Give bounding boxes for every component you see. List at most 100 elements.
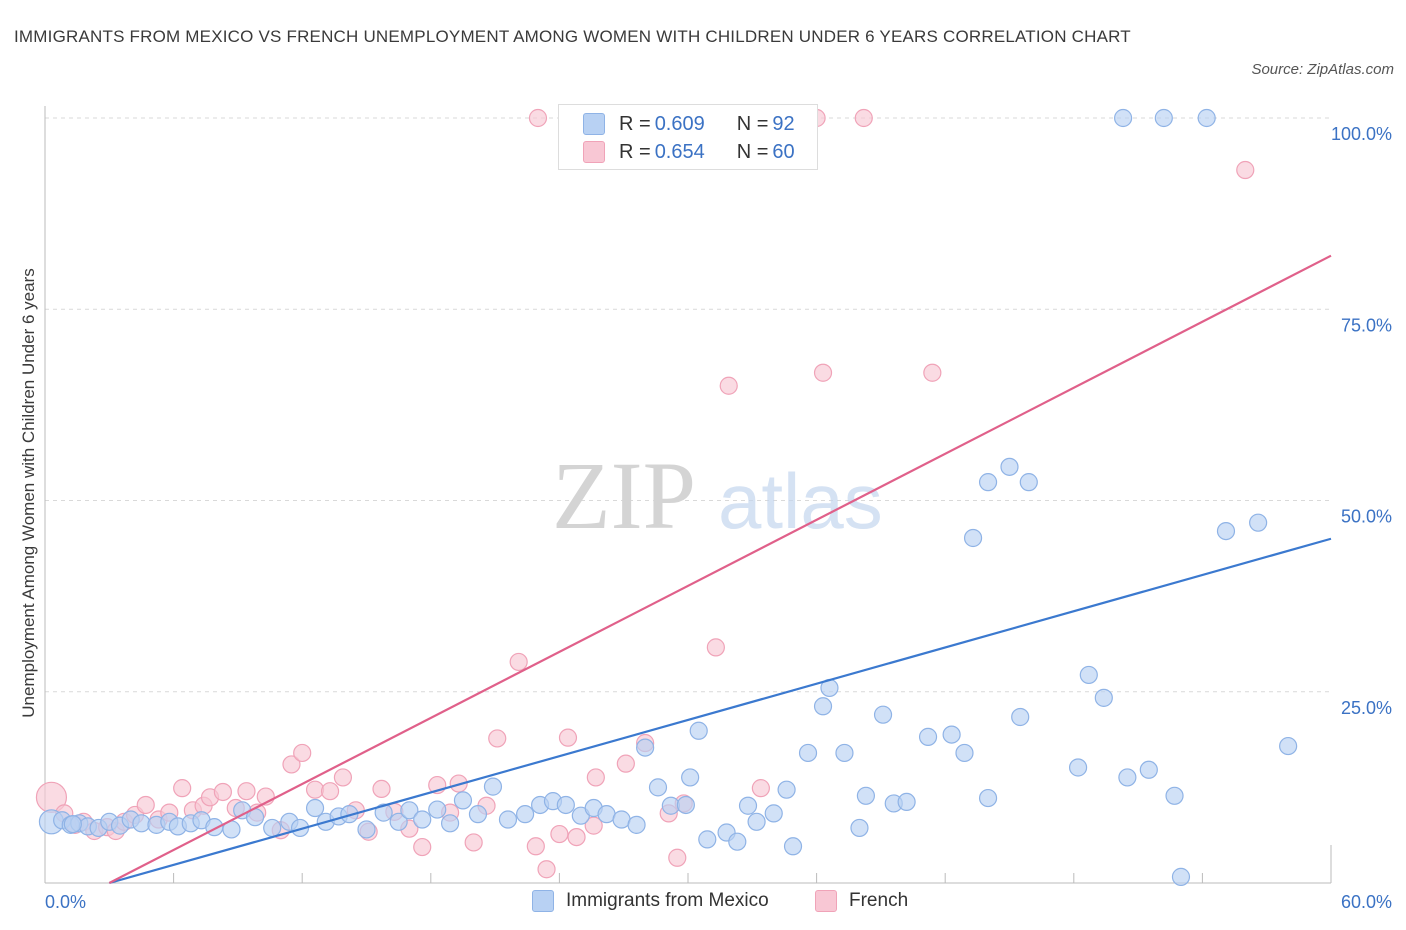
- mexico-point: [556, 795, 575, 815]
- mexico-point: [942, 725, 961, 744]
- bottom-legend-french: French: [815, 888, 908, 914]
- axis-layer: 25.0% 50.0% 75.0% 100.0% 0.0% 60.0%: [44, 106, 1392, 912]
- y-tick-label: 75.0%: [1341, 315, 1392, 335]
- mexico-point: [516, 805, 535, 824]
- mexico-point: [63, 814, 82, 834]
- french-point: [558, 728, 578, 747]
- mexico-point: [747, 812, 766, 831]
- bottom-legend-mexico: Immigrants from Mexico: [532, 888, 769, 914]
- mexico-point: [856, 786, 875, 805]
- source-label: Source: ZipAtlas.com: [1251, 61, 1394, 78]
- n-label: N =: [736, 140, 769, 163]
- french-point: [293, 743, 312, 763]
- n-label: N =: [736, 112, 769, 135]
- bottom-legend-label-mexico: Immigrants from Mexico: [566, 890, 769, 911]
- mexico-point: [428, 800, 447, 819]
- french-point: [528, 108, 548, 128]
- mexico-point: [798, 743, 818, 763]
- french-point: [923, 363, 942, 382]
- mexico-point: [305, 798, 325, 818]
- bottom-legend-label-french: French: [849, 890, 909, 911]
- mexico-point: [850, 818, 869, 838]
- mexico-point: [400, 801, 419, 820]
- mexico-point: [1197, 108, 1216, 128]
- mexico-point: [897, 792, 916, 812]
- french-point: [668, 848, 687, 867]
- y-tick-label: 50.0%: [1341, 507, 1392, 527]
- legend-swatch-mexico: [583, 113, 605, 135]
- french-point: [305, 780, 325, 799]
- r-value-french: 0.654: [654, 140, 705, 163]
- mexico-point: [963, 528, 983, 548]
- mexico-point: [340, 805, 359, 824]
- french-point: [282, 755, 301, 774]
- mexico-point: [1118, 768, 1137, 787]
- mexico-point: [1216, 521, 1236, 541]
- mexico-point: [1000, 457, 1019, 476]
- mexico-point: [978, 788, 998, 808]
- french-point: [237, 782, 256, 801]
- mexico-point: [468, 805, 488, 824]
- mexico-point: [413, 810, 432, 829]
- trend-layer: [108, 254, 1332, 885]
- mexico-point: [1094, 688, 1113, 707]
- french-point: [526, 837, 545, 856]
- mexico-point: [918, 727, 938, 746]
- y-tick-label: 25.0%: [1341, 698, 1392, 718]
- mexico-trendline: [109, 537, 1332, 885]
- mexico-point: [1113, 108, 1133, 128]
- mexico-point: [873, 705, 893, 724]
- mexico-point: [483, 777, 503, 796]
- mexico-point: [681, 768, 700, 787]
- legend-swatch-french: [583, 141, 605, 163]
- french-point: [372, 779, 391, 799]
- r-label: R =: [619, 140, 651, 163]
- french-point: [136, 795, 155, 815]
- stats-legend: R = 0.609 N = 92 R = 0.654 N = 60: [558, 104, 818, 170]
- french-trendline: [108, 254, 1332, 884]
- mexico-point: [453, 791, 473, 810]
- mexico-point: [1154, 108, 1173, 128]
- french-point: [464, 833, 483, 852]
- mexico-point: [764, 804, 783, 823]
- mexico-point: [783, 837, 803, 856]
- stats-legend-row-french: R = 0.654 N = 60: [583, 140, 795, 164]
- french-point: [586, 768, 605, 787]
- mexico-point: [357, 820, 376, 839]
- stats-legend-row-mexico: R = 0.609 N = 92: [583, 112, 795, 136]
- mexico-point: [1249, 513, 1268, 532]
- mexico-point: [132, 814, 151, 833]
- french-point: [173, 779, 192, 798]
- mexico-point: [813, 697, 833, 716]
- chart-title: IMMIGRANTS FROM MEXICO VS FRENCH UNEMPLO…: [14, 27, 1131, 46]
- mexico-point: [835, 743, 854, 763]
- x-tick-label: 60.0%: [1341, 892, 1392, 912]
- french-point: [567, 827, 586, 847]
- r-value-mexico: 0.609: [654, 112, 705, 135]
- mexico-point: [728, 832, 747, 851]
- french-point: [616, 754, 635, 773]
- mexico-point: [738, 796, 758, 815]
- mexico-point: [263, 818, 282, 838]
- french-point: [706, 638, 725, 657]
- mexico-point: [1279, 736, 1298, 756]
- mexico-point: [689, 721, 708, 740]
- french-point: [854, 108, 873, 128]
- bottom-legend-swatch-french: [815, 890, 837, 912]
- mexico-point: [1068, 758, 1088, 777]
- mexico-point: [440, 814, 460, 833]
- mexico-point: [627, 815, 646, 834]
- french-point: [488, 729, 507, 748]
- mexico-point: [636, 738, 655, 757]
- n-value-mexico: 92: [772, 112, 795, 135]
- y-tick-label: 100.0%: [1331, 124, 1392, 144]
- mexico-point: [648, 778, 668, 797]
- points-layer: [35, 108, 1298, 886]
- mexico-point: [1079, 665, 1098, 685]
- mexico-point: [1019, 473, 1038, 492]
- french-point: [333, 768, 353, 787]
- french-point: [509, 652, 528, 672]
- y-axis-label: Unemployment Among Women with Children U…: [19, 268, 38, 717]
- french-point: [1236, 160, 1255, 180]
